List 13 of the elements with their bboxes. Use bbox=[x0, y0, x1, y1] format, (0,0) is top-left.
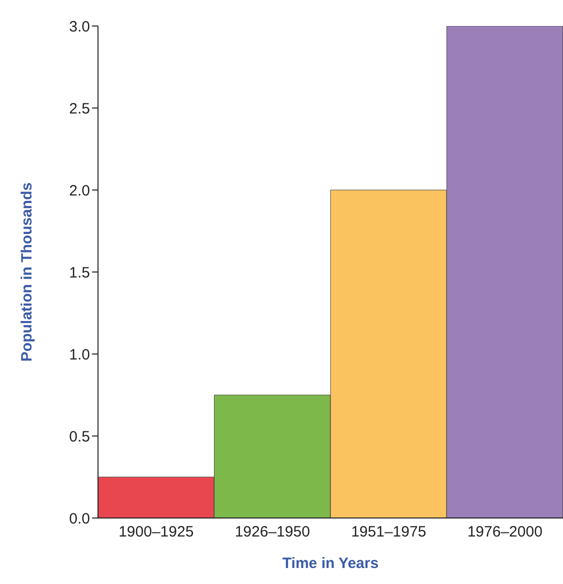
x-axis-title: Time in Years bbox=[282, 555, 379, 572]
x-tick-label: 1900–1925 bbox=[118, 524, 194, 541]
x-tick-label: 1976–2000 bbox=[467, 524, 542, 541]
y-tick-label: 3.0 bbox=[69, 18, 90, 36]
y-tick-label: 0.0 bbox=[69, 510, 90, 528]
y-tick-label: 2.0 bbox=[69, 182, 90, 200]
y-tick-label: 1.5 bbox=[69, 264, 90, 282]
y-tick-label: 2.5 bbox=[69, 100, 90, 118]
y-axis-title: Population in Thousands bbox=[18, 182, 36, 362]
x-tick-label: 1951–1975 bbox=[351, 524, 426, 541]
y-tick-label: 0.5 bbox=[69, 428, 90, 446]
x-tick-label: 1926–1950 bbox=[234, 524, 310, 541]
y-tick-label: 1.0 bbox=[69, 346, 90, 364]
